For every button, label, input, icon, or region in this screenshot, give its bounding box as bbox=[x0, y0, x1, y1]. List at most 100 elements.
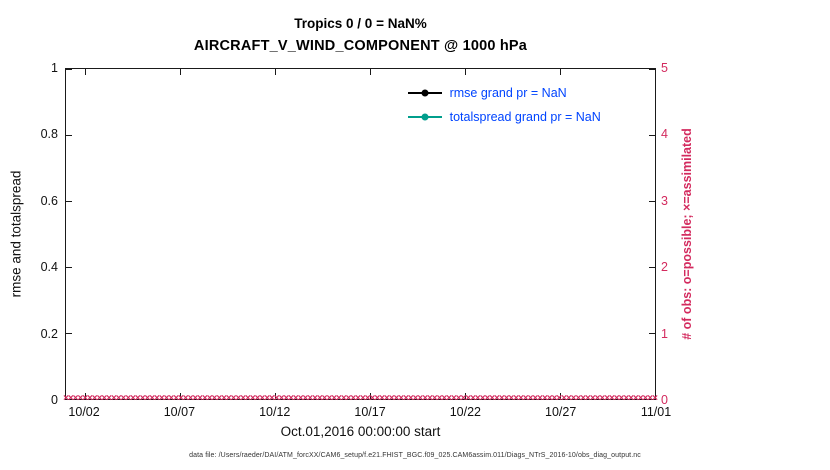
assimilated-obs-marker: × bbox=[144, 393, 151, 404]
assimilated-obs-marker: × bbox=[412, 393, 419, 404]
assimilated-obs-marker: × bbox=[355, 393, 362, 404]
assimilated-obs-marker: × bbox=[288, 393, 294, 404]
assimilated-obs-marker: × bbox=[556, 393, 563, 404]
assimilated-obs-marker: × bbox=[532, 393, 539, 404]
assimilated-obs-marker: × bbox=[436, 393, 443, 404]
legend-label: totalspread grand pr = NaN bbox=[449, 110, 601, 124]
assimilated-obs-marker: × bbox=[637, 393, 644, 404]
tick-mark bbox=[654, 393, 656, 399]
assimilated-obs-marker: × bbox=[245, 393, 251, 404]
assimilated-obs-marker: × bbox=[216, 393, 223, 404]
tick-mark bbox=[66, 266, 72, 268]
assimilated-obs-marker: × bbox=[403, 393, 409, 404]
y-tick-label: 0.2 bbox=[40, 326, 58, 341]
tick-mark bbox=[649, 200, 655, 202]
tick-mark bbox=[179, 393, 181, 399]
x-tick-label: 11/01 bbox=[640, 405, 672, 419]
legend-label: rmse grand pr = NaN bbox=[449, 86, 567, 100]
assimilated-obs-marker: × bbox=[551, 393, 558, 404]
assimilated-obs-marker: × bbox=[154, 393, 160, 404]
data-file-path: data file: /Users/raeder/DAI/ATM_forcXX/… bbox=[189, 452, 641, 459]
assimilated-obs-marker: × bbox=[623, 393, 630, 404]
y-tick-label: 0.6 bbox=[40, 193, 58, 208]
assimilated-obs-marker: × bbox=[570, 393, 577, 404]
assimilated-obs-marker: × bbox=[652, 393, 658, 404]
assimilated-obs-marker: × bbox=[369, 393, 376, 404]
assimilated-obs-marker: × bbox=[345, 393, 352, 404]
assimilated-obs-marker: × bbox=[446, 393, 452, 404]
assimilated-obs-marker: × bbox=[374, 393, 381, 404]
assimilated-obs-marker: × bbox=[498, 393, 505, 404]
assimilated-obs-marker: × bbox=[249, 393, 256, 404]
assimilated-obs-marker: × bbox=[565, 393, 572, 404]
assimilated-obs-marker: × bbox=[474, 393, 481, 404]
assimilated-obs-marker: × bbox=[240, 393, 247, 404]
assimilated-obs-marker: × bbox=[546, 393, 553, 404]
assimilated-obs-marker: × bbox=[63, 393, 69, 404]
assimilated-obs-marker: × bbox=[388, 393, 395, 404]
legend-line-sample bbox=[407, 113, 442, 121]
assimilated-obs-marker: × bbox=[494, 393, 500, 404]
tick-mark bbox=[559, 69, 561, 75]
assimilated-obs-marker: × bbox=[364, 393, 371, 404]
assimilated-obs-marker: × bbox=[125, 393, 132, 404]
plot-area: rmse grand pr = NaN totalspread grand pr … bbox=[63, 68, 658, 404]
tick-mark bbox=[649, 266, 655, 268]
assimilated-obs-marker: × bbox=[120, 393, 127, 404]
tick-mark bbox=[66, 332, 72, 334]
assimilated-obs-marker: × bbox=[192, 393, 199, 404]
y-tick-label-right: 4 bbox=[661, 127, 668, 142]
assimilated-obs-marker: × bbox=[230, 393, 237, 404]
assimilated-obs-marker: × bbox=[398, 393, 405, 404]
assimilated-obs-marker: × bbox=[608, 393, 615, 404]
assimilated-obs-marker: × bbox=[484, 393, 491, 404]
assimilated-obs-marker: × bbox=[312, 393, 318, 404]
assimilated-obs-marker: × bbox=[91, 393, 98, 404]
assimilated-obs-marker: × bbox=[522, 393, 529, 404]
assimilated-obs-marker: × bbox=[77, 393, 84, 404]
legend: rmse grand pr = NaN totalspread grand pr … bbox=[407, 81, 601, 129]
assimilated-obs-marker: × bbox=[178, 393, 184, 404]
assimilated-obs-marker: × bbox=[101, 393, 108, 404]
assimilated-obs-marker: × bbox=[82, 393, 89, 404]
y-tick-label: 0.4 bbox=[40, 260, 58, 275]
tick-mark bbox=[274, 393, 276, 399]
assimilated-obs-marker: × bbox=[235, 393, 242, 404]
y-tick-label-right: 2 bbox=[661, 260, 668, 275]
assimilated-obs-marker: × bbox=[221, 393, 227, 404]
assimilated-obs-marker: × bbox=[283, 393, 290, 404]
assimilated-obs-marker: × bbox=[427, 393, 433, 404]
x-axis-label: Oct.01,2016 00:00:00 start bbox=[280, 424, 441, 439]
assimilated-obs-marker: × bbox=[489, 393, 496, 404]
assimilated-obs-marker: × bbox=[470, 393, 476, 404]
tick-mark bbox=[649, 68, 655, 70]
legend-marker-dot bbox=[421, 113, 429, 121]
assimilated-obs-marker: × bbox=[149, 393, 156, 404]
assimilated-obs-marker: × bbox=[336, 393, 342, 404]
assimilated-obs-marker: × bbox=[87, 393, 93, 404]
tick-mark bbox=[649, 332, 655, 334]
x-tick-label: 10/27 bbox=[545, 405, 577, 419]
tick-mark bbox=[84, 69, 86, 75]
assimilated-obs-marker: × bbox=[134, 393, 141, 404]
assimilated-obs-marker: × bbox=[278, 393, 285, 404]
assimilated-obs-marker: × bbox=[110, 393, 117, 404]
assimilated-obs-marker: × bbox=[613, 393, 620, 404]
assimilated-obs-marker: × bbox=[254, 393, 261, 404]
assimilated-obs-marker: × bbox=[273, 393, 280, 404]
assimilated-obs-marker: × bbox=[393, 393, 400, 404]
tick-mark bbox=[649, 398, 655, 400]
assimilated-obs-marker: × bbox=[575, 393, 582, 404]
assimilated-obs-marker: × bbox=[450, 393, 457, 404]
assimilated-obs-marker: × bbox=[585, 393, 591, 404]
assimilated-obs-marker: × bbox=[383, 393, 390, 404]
assimilated-obs-marker: × bbox=[460, 393, 467, 404]
assimilated-obs-marker: × bbox=[201, 393, 208, 404]
assimilated-obs-marker: × bbox=[441, 393, 448, 404]
assimilated-obs-marker: × bbox=[316, 393, 323, 404]
assimilated-obs-marker: × bbox=[647, 393, 654, 404]
assimilated-obs-marker: × bbox=[541, 393, 548, 404]
assimilated-obs-marker: × bbox=[130, 393, 136, 404]
assimilated-obs-marker: × bbox=[517, 393, 524, 404]
